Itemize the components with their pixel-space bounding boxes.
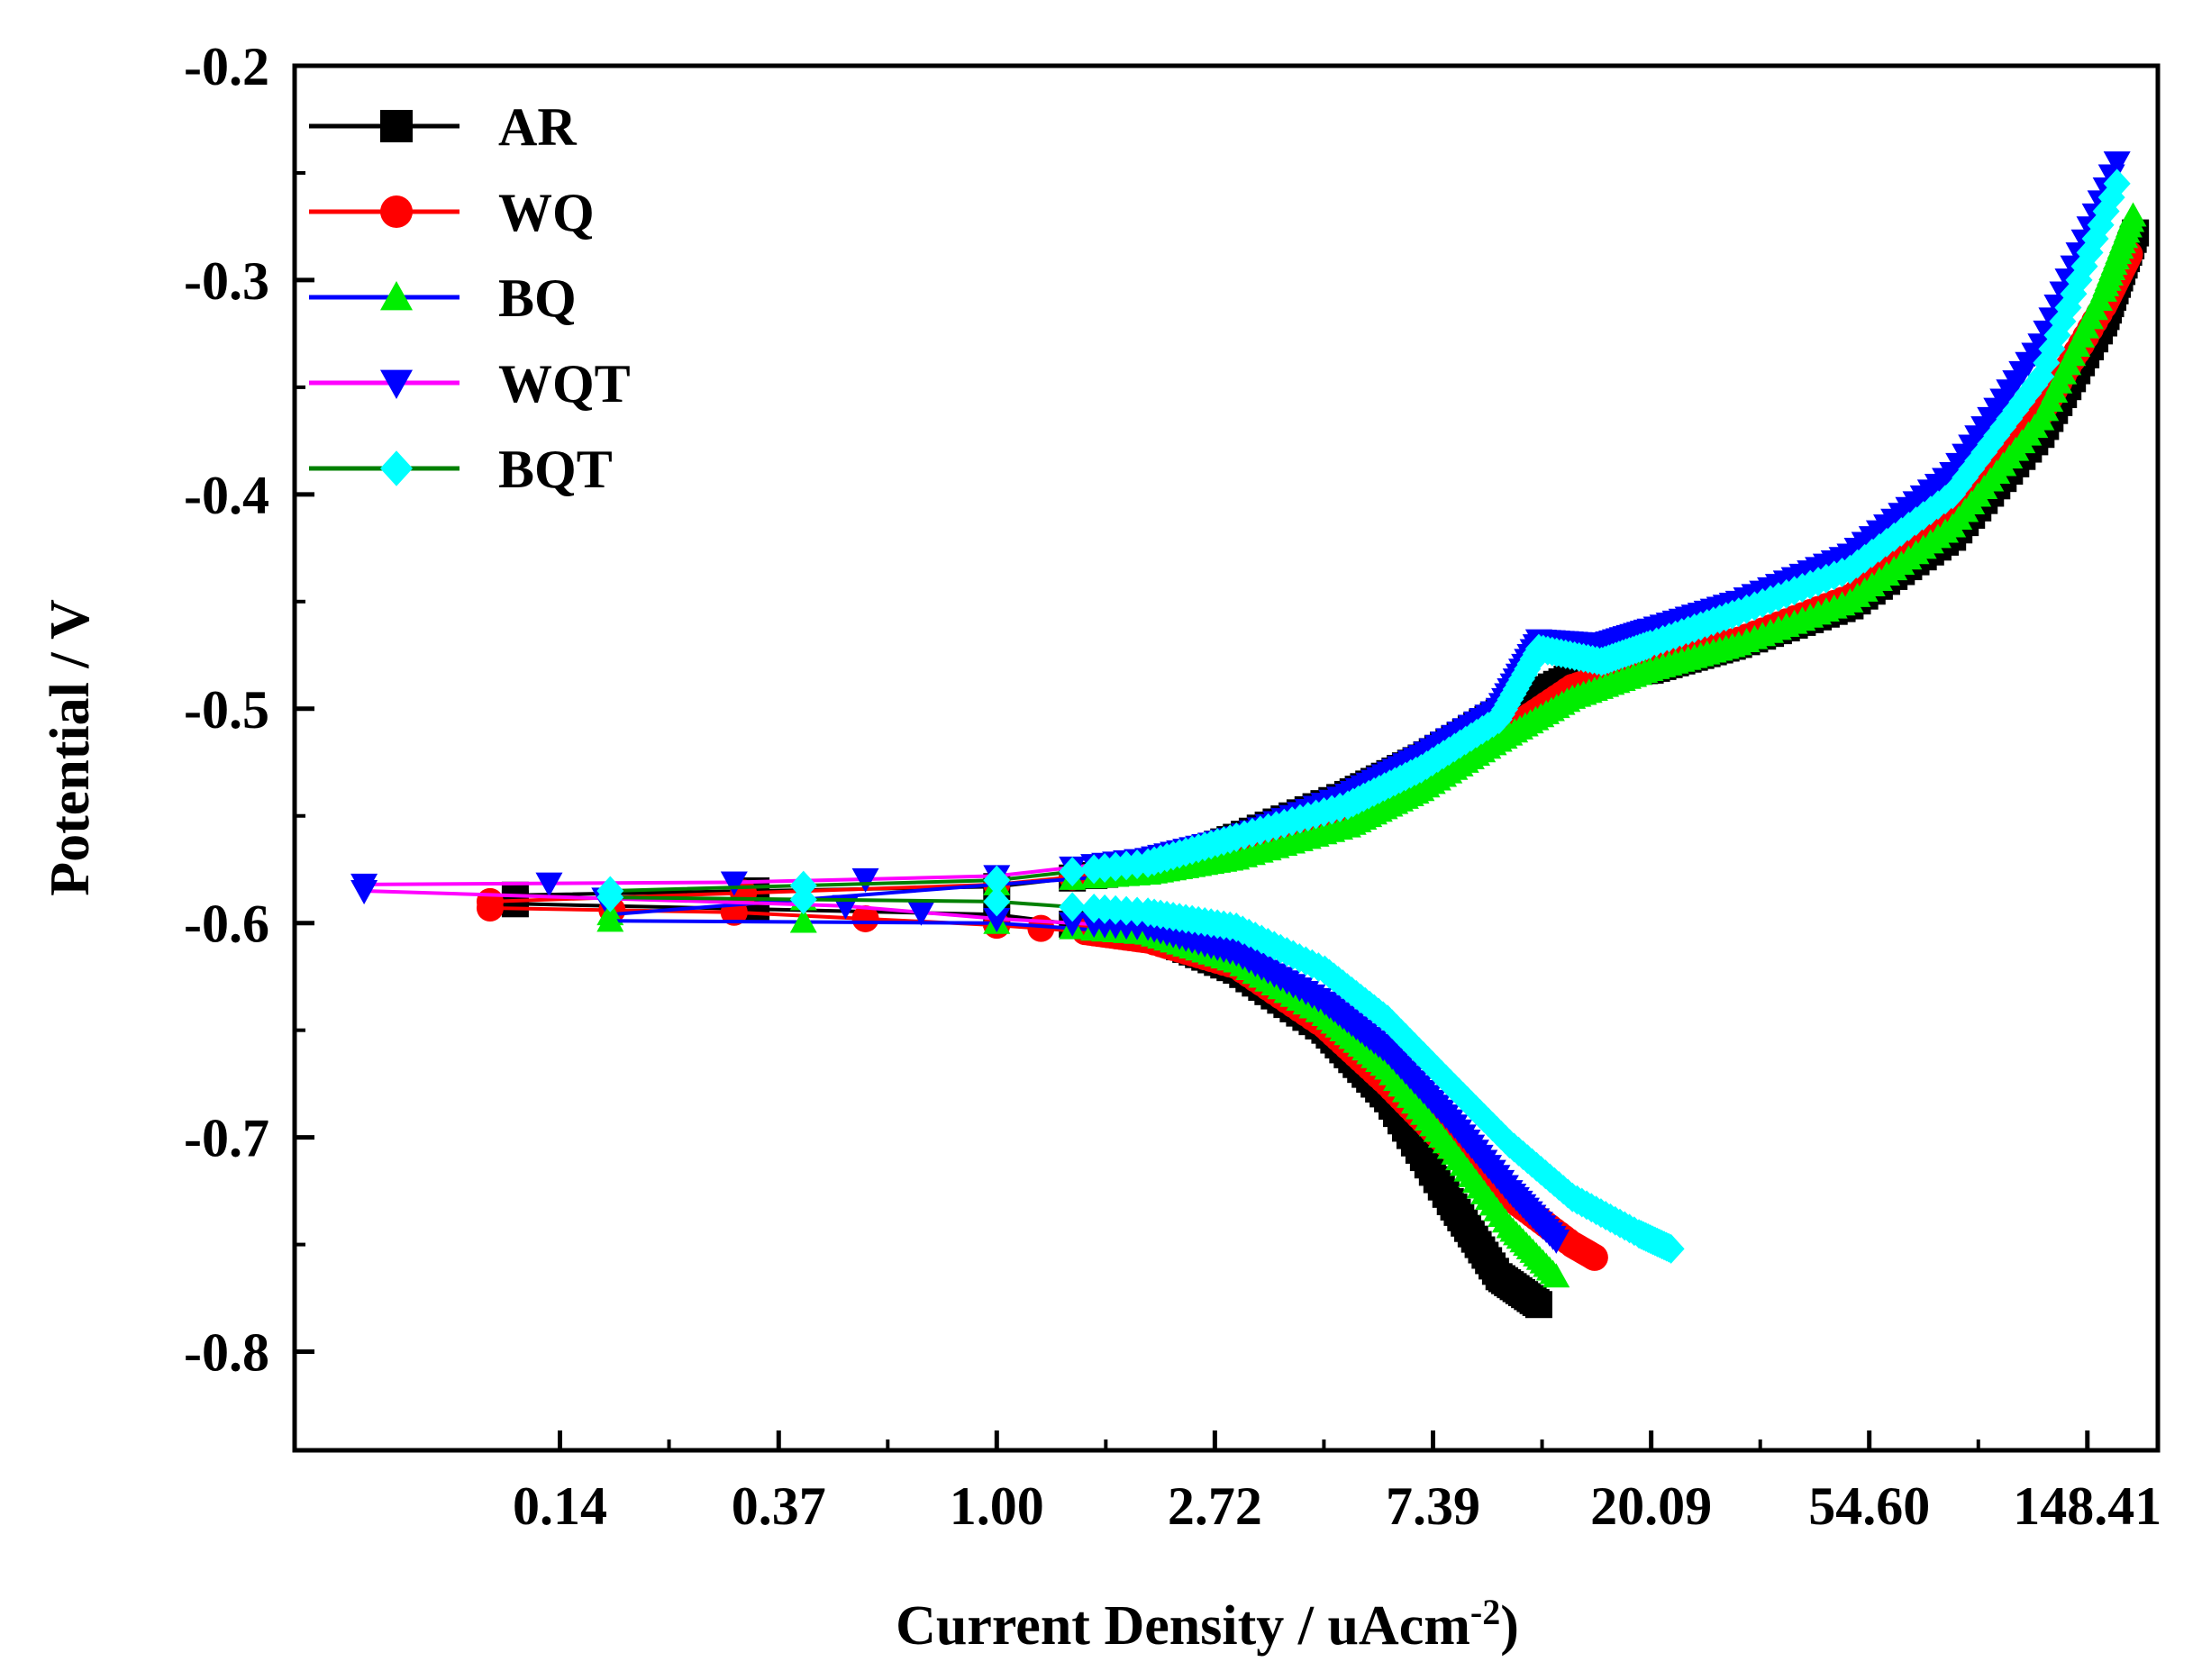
y-tick-label: -0.6 (184, 894, 269, 954)
series-wq-cathodic-point (851, 904, 879, 932)
series-wqt-anodic-point (851, 867, 879, 893)
x-tick-label: 1.00 (950, 1476, 1044, 1536)
series-bqt-cathodic-point (789, 885, 817, 915)
legend-item-ar: AR (309, 97, 577, 157)
legend-label: AR (498, 97, 577, 157)
series-bqt-anodic-point (2103, 168, 2131, 199)
series-layer (350, 151, 2150, 1319)
legend-marker (380, 195, 413, 228)
series-bq-cathodic-point (789, 908, 817, 933)
x-axis-label-sup: -2 (1470, 1592, 1500, 1632)
series-bqt-anodic-point (1059, 857, 1087, 887)
series-wqt-anodic-point (720, 871, 748, 896)
legend-item-wqt: WQT (309, 354, 631, 413)
x-tick-label: 20.09 (1590, 1476, 1712, 1536)
legend-label: BQT (498, 440, 613, 499)
series-bq-anodic-point (2119, 202, 2147, 227)
series-wqt-cathodic-point (1059, 912, 1087, 937)
series-bqt-cathodic-point (1657, 1233, 1685, 1264)
x-tick-label: 54.60 (1808, 1476, 1930, 1536)
y-tick-label: -0.2 (184, 37, 269, 96)
series-wqt-cathodic-point (907, 901, 935, 926)
legend-item-bqt: BQT (309, 440, 613, 499)
legend-label: WQ (498, 183, 595, 242)
axes-layer: -0.2 -0.3 -0.4 -0.5 -0.6 -0.7 -0.8 0.14 0.37 1.00… (184, 37, 2161, 1536)
y-tick-label: -0.3 (184, 251, 269, 311)
series-bqt-cathodic-point (596, 882, 624, 913)
series-wqt-anodic-point (2103, 151, 2131, 177)
x-tick-label: 7.39 (1386, 1476, 1480, 1536)
series-ar-cathodic-point (1524, 1291, 1552, 1319)
legend-marker (380, 450, 413, 486)
x-tick-label: 148.41 (2013, 1476, 2161, 1536)
y-axis-label: Potential / V (40, 599, 101, 896)
legend-item-wq: WQ (309, 183, 595, 242)
series-wq-cathodic-point (1580, 1243, 1608, 1271)
x-tick-label: 2.72 (1168, 1476, 1262, 1536)
legend-marker (380, 110, 413, 142)
y-tick-label: -0.5 (184, 680, 269, 740)
series-bq (596, 202, 2147, 1288)
x-axis-label-main: Current Density / uAcm (896, 1595, 1470, 1657)
series-bq-cathodic-point (596, 907, 624, 932)
legend: AR WQ BQ WQT BQT (309, 97, 631, 499)
series-bqt (596, 168, 2131, 1264)
series-wq-cathodic-point (476, 894, 504, 922)
x-tick-label: 0.14 (513, 1476, 607, 1536)
series-bqt-cathodic-point (1059, 892, 1087, 922)
series-wqt-cathodic-point (1542, 1229, 1570, 1254)
x-axis-label-tail: ) (1500, 1595, 1519, 1657)
y-tick-label: -0.4 (184, 466, 269, 525)
series-wqt-anodic-point (535, 872, 563, 897)
series-bq-cathodic-point (1542, 1263, 1570, 1288)
series-wqt-cathodic-point (983, 907, 1011, 932)
legend-label: WQT (498, 354, 631, 413)
series-bqt-anodic-point (983, 865, 1011, 895)
series-wqt-cathodic-point (350, 880, 378, 905)
plot-frame (292, 63, 2161, 1453)
legend-label: BQ (498, 268, 577, 328)
x-tick-label: 0.37 (732, 1476, 826, 1536)
legend-marker (380, 281, 413, 311)
series-bqt-cathodic-point (983, 886, 1011, 917)
y-tick-label: -0.8 (184, 1323, 269, 1383)
y-tick-label: -0.7 (184, 1109, 269, 1168)
legend-item-bq: BQ (309, 268, 577, 328)
series-bqt-anodic-point (2033, 348, 2061, 378)
x-axis-label: Current Density / uAcm-2) (896, 1592, 1519, 1657)
legend-marker (380, 369, 413, 399)
